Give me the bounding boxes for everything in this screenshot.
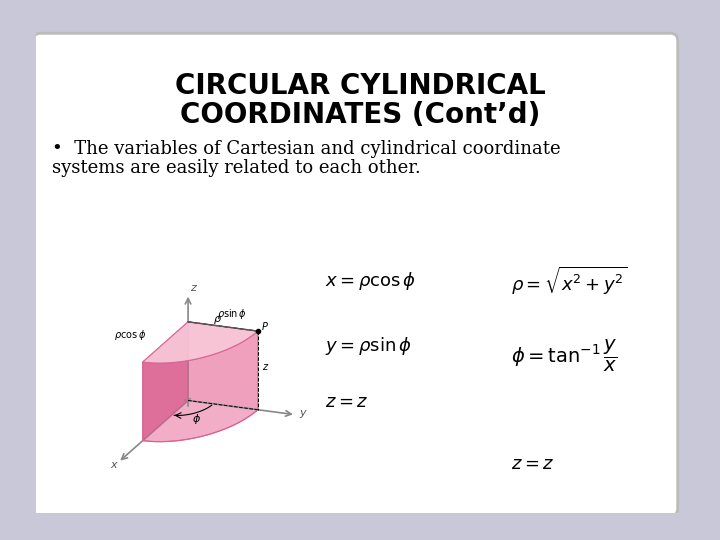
Polygon shape — [143, 322, 258, 363]
Text: $y = \rho\sin\phi$: $y = \rho\sin\phi$ — [325, 335, 411, 356]
Text: z: z — [189, 283, 196, 293]
Text: •  The variables of Cartesian and cylindrical coordinate: • The variables of Cartesian and cylindr… — [53, 139, 561, 158]
Text: systems are easily related to each other.: systems are easily related to each other… — [53, 159, 421, 177]
Text: $\phi = \tan^{-1}\dfrac{y}{x}$: $\phi = \tan^{-1}\dfrac{y}{x}$ — [511, 339, 618, 374]
Text: COORDINATES (Cont’d): COORDINATES (Cont’d) — [180, 101, 540, 129]
Text: $z = z$: $z = z$ — [325, 393, 368, 411]
Polygon shape — [143, 331, 258, 442]
Text: $\rho$: $\rho$ — [213, 314, 222, 326]
Text: y: y — [299, 408, 305, 418]
Text: $\rho = \sqrt{x^2 + y^2}$: $\rho = \sqrt{x^2 + y^2}$ — [511, 265, 628, 297]
Text: P: P — [261, 322, 267, 332]
Text: $z = z$: $z = z$ — [511, 455, 554, 474]
Polygon shape — [143, 322, 188, 441]
FancyBboxPatch shape — [33, 33, 678, 516]
Text: $x = \rho\cos\phi$: $x = \rho\cos\phi$ — [325, 270, 415, 292]
Text: $\rho\sin\phi$: $\rho\sin\phi$ — [217, 307, 248, 321]
Text: z: z — [263, 362, 268, 373]
Text: x: x — [110, 460, 117, 470]
Text: $\phi$: $\phi$ — [192, 413, 201, 427]
Text: $\rho\cos\phi$: $\rho\cos\phi$ — [114, 328, 147, 342]
Text: CIRCULAR CYLINDRICAL: CIRCULAR CYLINDRICAL — [175, 72, 545, 100]
Polygon shape — [188, 322, 258, 410]
